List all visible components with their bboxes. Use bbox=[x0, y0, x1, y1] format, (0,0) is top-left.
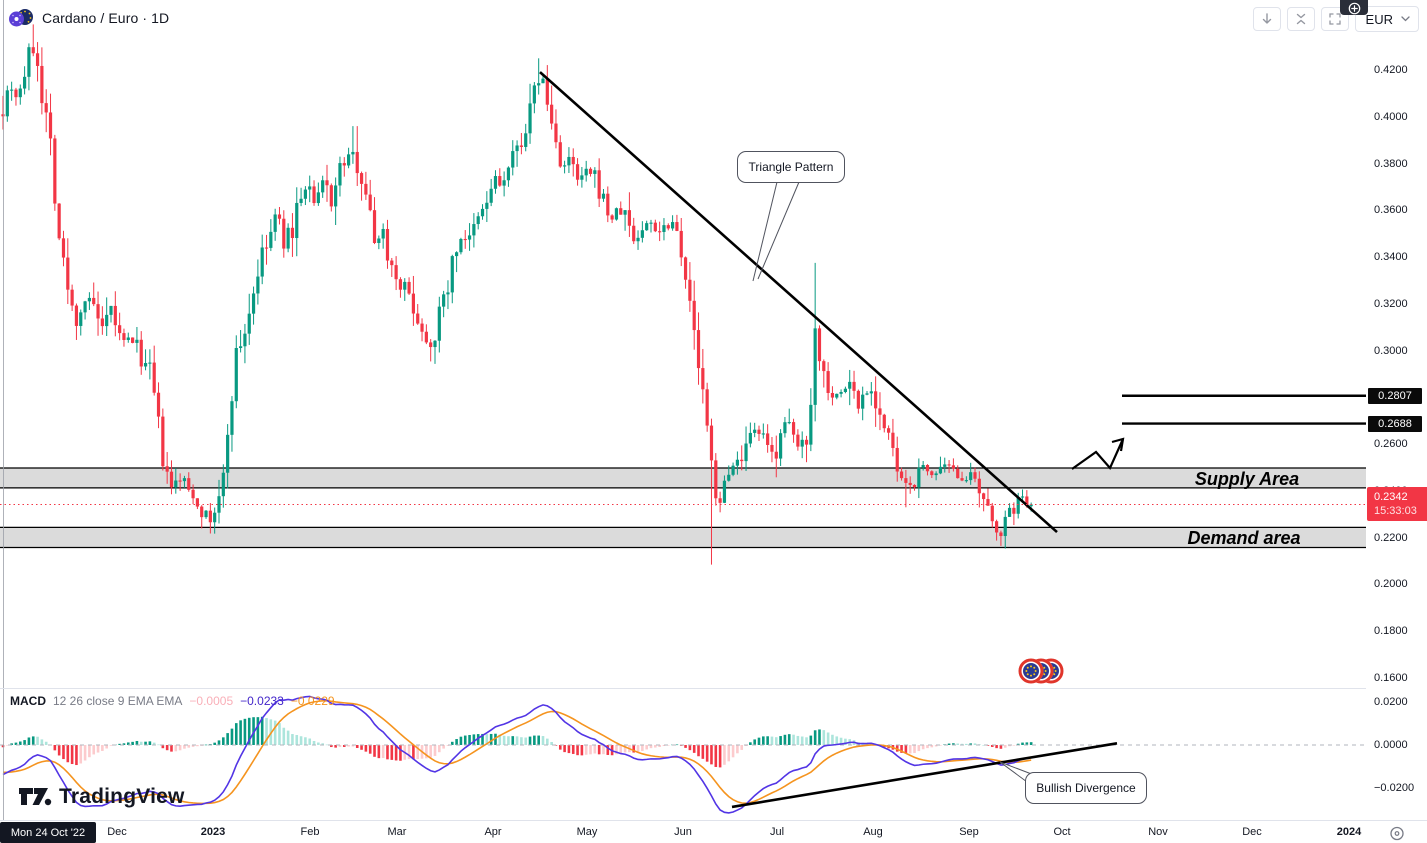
bar-countdown: 15:33:03 bbox=[1374, 505, 1417, 518]
triangle-pattern-callout[interactable]: Triangle Pattern bbox=[737, 151, 845, 183]
macd-params: 12 26 close 9 EMA EMA bbox=[53, 694, 183, 708]
download-arrow-icon bbox=[1262, 13, 1271, 24]
bullish-divergence-callout[interactable]: Bullish Divergence bbox=[1025, 772, 1147, 804]
demand-zone bbox=[0, 527, 1366, 548]
zigzag-up-arrow bbox=[1071, 438, 1125, 471]
time-tick-label: Oct bbox=[1053, 826, 1071, 838]
last-price-value: 0.2342 bbox=[1374, 491, 1408, 504]
symbol-title[interactable]: Cardano / Euro · 1D bbox=[42, 10, 170, 26]
time-tick-label: Feb bbox=[300, 826, 320, 838]
candlestick-series bbox=[1, 24, 1033, 565]
price-tick-label: 0.0200 bbox=[1374, 696, 1408, 708]
supply-area-label[interactable]: Supply Area bbox=[1195, 469, 1299, 489]
time-tick-label: Jun bbox=[674, 826, 692, 838]
macd-pane-canvas[interactable] bbox=[0, 689, 1366, 820]
last-price-badge: 0.2342 15:33:03 bbox=[1367, 487, 1427, 522]
tradingview-watermark[interactable]: TradingView bbox=[18, 784, 185, 810]
macd-legend[interactable]: MACD 12 26 close 9 EMA EMA −0.0005 −0.02… bbox=[10, 694, 335, 708]
macd-histogram bbox=[1, 716, 1033, 768]
price-tick-label: 0.3800 bbox=[1374, 157, 1408, 170]
price-chart-canvas[interactable]: Supply Area Demand area bbox=[0, 0, 1366, 689]
chart-toolbar: EUR bbox=[1252, 6, 1419, 32]
time-axis[interactable] bbox=[0, 820, 1427, 843]
macd-main-line bbox=[2, 695, 1032, 814]
eu-flag-sticker-icon[interactable] bbox=[1018, 658, 1064, 684]
add-alert-plus-badge[interactable] bbox=[1340, 0, 1368, 15]
descending-trendline bbox=[539, 71, 1058, 534]
time-tick-label: Apr bbox=[484, 826, 502, 838]
time-tick-label: Mar bbox=[387, 826, 407, 838]
price-tick-label: 0.1600 bbox=[1374, 672, 1408, 684]
price-tick-label: 0.3200 bbox=[1374, 297, 1408, 310]
fullscreen-icon bbox=[1328, 13, 1341, 25]
crosshair-date-text: Mon 24 Oct '22 bbox=[10, 826, 86, 839]
time-tick-label: Sep bbox=[959, 826, 979, 838]
scroll-to-recent-button[interactable] bbox=[1252, 7, 1281, 31]
price-tick-label: 0.2600 bbox=[1374, 438, 1408, 451]
time-tick-label: 2023 bbox=[200, 826, 226, 838]
cardano-euro-pair-icon bbox=[9, 9, 33, 27]
price-axis[interactable]: 0.4200 0.4000 0.3800 0.3600 0.3400 0.3200 0.30… bbox=[1366, 0, 1427, 820]
time-tick-label: Nov bbox=[1148, 826, 1168, 838]
macd-indicator-name[interactable]: MACD bbox=[10, 694, 46, 708]
pane-separator[interactable] bbox=[0, 688, 1427, 689]
circled-plus-icon bbox=[1348, 2, 1360, 15]
time-tick-label: May bbox=[576, 826, 598, 838]
price-tick-label: 0.3400 bbox=[1374, 251, 1408, 264]
bullish-divergence-label: Bullish Divergence bbox=[1036, 781, 1136, 795]
symbol-legend[interactable]: Cardano / Euro · 1D bbox=[8, 7, 169, 29]
time-tick-label: Jul bbox=[769, 826, 785, 838]
chart-drawings[interactable] bbox=[539, 71, 1366, 534]
triangle-pattern-label: Triangle Pattern bbox=[748, 160, 834, 174]
price-tick-label: 0.2000 bbox=[1374, 578, 1408, 591]
demand-area-label[interactable]: Demand area bbox=[1187, 528, 1300, 548]
time-tick-label: Dec bbox=[1242, 826, 1262, 838]
time-tick-label: 2024 bbox=[1336, 826, 1362, 838]
price-tick-label: 0.4000 bbox=[1374, 110, 1408, 123]
price-line-and-crosshair bbox=[0, 0, 1366, 689]
macd-divergence-trendline bbox=[731, 741, 1118, 809]
collapse-icon bbox=[1296, 13, 1305, 25]
macd-line-value: −0.0233 bbox=[240, 694, 284, 708]
price-tick-label: 0.4200 bbox=[1374, 64, 1408, 76]
macd-hist-value: −0.0005 bbox=[189, 694, 234, 708]
price-tick-label: 0.1800 bbox=[1374, 625, 1408, 638]
level-price-badge-0: 0.2807 bbox=[1368, 387, 1422, 404]
supply-demand-zones[interactable] bbox=[0, 467, 1366, 549]
chevron-down-icon bbox=[1401, 16, 1410, 22]
macd-signal-lines bbox=[0, 689, 1366, 820]
tradingview-logo-icon bbox=[19, 788, 52, 806]
collapse-pane-button[interactable] bbox=[1286, 7, 1315, 31]
price-tick-label: −0.0200 bbox=[1374, 782, 1415, 794]
supply-zone bbox=[0, 468, 1366, 488]
time-axis-settings-icon[interactable] bbox=[1388, 825, 1406, 842]
price-tick-label: 0.0000 bbox=[1374, 739, 1408, 751]
price-tick-label: 0.2200 bbox=[1374, 531, 1408, 544]
currency-label: EUR bbox=[1365, 11, 1393, 27]
tradingview-wordmark: TradingView bbox=[59, 785, 185, 808]
crosshair-date-badge: Mon 24 Oct '22 bbox=[0, 822, 96, 843]
time-tick-label: Dec bbox=[107, 826, 127, 838]
level-price-badge-1: 0.2688 bbox=[1368, 415, 1422, 432]
macd-signal-line bbox=[2, 699, 1032, 805]
price-tick-label: 0.3000 bbox=[1374, 344, 1408, 357]
price-tick-label: 0.3600 bbox=[1374, 204, 1408, 217]
macd-signal-value: −0.0229 bbox=[290, 694, 335, 708]
time-tick-label: Aug bbox=[863, 826, 883, 838]
